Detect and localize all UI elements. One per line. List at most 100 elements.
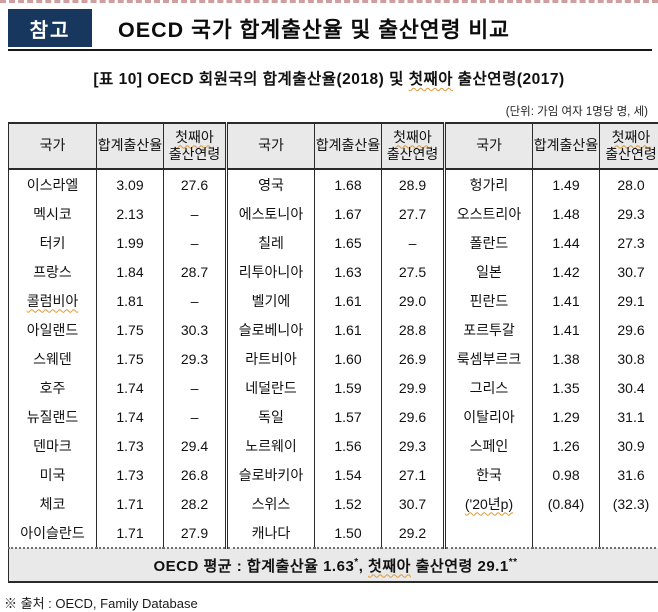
country-cell: 노르웨이 xyxy=(227,431,315,460)
tfr-cell: 1.60 xyxy=(315,344,382,373)
age-cell: 29.9 xyxy=(382,373,445,402)
tfr-cell: 1.75 xyxy=(97,315,164,344)
col-header-age-line1: 첫째아 xyxy=(175,129,214,145)
tfr-cell: 1.57 xyxy=(315,402,382,431)
tfr-cell: 1.52 xyxy=(315,489,382,518)
age-cell: 30.7 xyxy=(382,489,445,518)
col-header-country: 국가 xyxy=(227,123,315,169)
age-cell: – xyxy=(164,402,227,431)
country-cell: 오스트리아 xyxy=(445,199,533,228)
table-footer: OECD 평균 : 합계출산율 1.63*, 첫째아 출산연령 29.1** xyxy=(9,548,658,582)
country-cell: 이스라엘 xyxy=(9,169,97,199)
tfr-cell: 1.68 xyxy=(315,169,382,199)
age-cell: 29.6 xyxy=(600,315,658,344)
tfr-cell: 3.09 xyxy=(97,169,164,199)
country-cell: 슬로바키아 xyxy=(227,460,315,489)
age-cell: 27.7 xyxy=(382,199,445,228)
age-cell: 26.9 xyxy=(382,344,445,373)
country-cell: 한국 xyxy=(445,460,533,489)
tfr-cell: 1.42 xyxy=(533,257,600,286)
age-cell: 28.2 xyxy=(164,489,227,518)
tfr-cell: 0.98 xyxy=(533,460,600,489)
tfr-cell: 1.44 xyxy=(533,228,600,257)
country-cell: ('20년p) xyxy=(445,489,533,518)
oecd-average-row: OECD 평균 : 합계출산율 1.63*, 첫째아 출산연령 29.1** xyxy=(9,548,658,582)
tfr-cell: 1.71 xyxy=(97,518,164,548)
country-cell: 프랑스 xyxy=(9,257,97,286)
tfr-cell: 1.81 xyxy=(97,286,164,315)
tfr-cell: 1.84 xyxy=(97,257,164,286)
oecd-average-cell: OECD 평균 : 합계출산율 1.63*, 첫째아 출산연령 29.1** xyxy=(9,548,658,582)
tfr-cell: 1.73 xyxy=(97,431,164,460)
country-cell: 포르투갈 xyxy=(445,315,533,344)
col-header-tfr: 합계출산율 xyxy=(97,123,164,169)
country-cell: 폴란드 xyxy=(445,228,533,257)
country-cell: 영국 xyxy=(227,169,315,199)
country-cell: 콜럼비아 xyxy=(9,286,97,315)
age-cell: 28.9 xyxy=(382,169,445,199)
age-cell: 31.6 xyxy=(600,460,658,489)
age-cell: 29.4 xyxy=(164,431,227,460)
country-cell: 리투아니아 xyxy=(227,257,315,286)
country-cell: 독일 xyxy=(227,402,315,431)
country-cell: 벨기에 xyxy=(227,286,315,315)
country-cell: 핀란드 xyxy=(445,286,533,315)
caption-suffix: 출산연령(2017) xyxy=(453,71,565,88)
tfr-cell: 1.67 xyxy=(315,199,382,228)
age-cell: 29.6 xyxy=(382,402,445,431)
age-cell: 29.3 xyxy=(600,199,658,228)
age-cell: 29.2 xyxy=(382,518,445,548)
squiggle-text: 콜럼비아 xyxy=(27,293,79,309)
country-cell: 헝가리 xyxy=(445,169,533,199)
age-cell: – xyxy=(382,228,445,257)
tfr-cell: 1.63 xyxy=(315,257,382,286)
country-cell: 체코 xyxy=(9,489,97,518)
age-cell: 28.8 xyxy=(382,315,445,344)
country-cell: 칠레 xyxy=(227,228,315,257)
col-header-age-line1: 첫째아 xyxy=(393,129,432,145)
tfr-cell: 2.13 xyxy=(97,199,164,228)
col-header-country: 국가 xyxy=(445,123,533,169)
age-cell: 27.9 xyxy=(164,518,227,548)
page-title: OECD 국가 합계출산율 및 출산연령 비교 xyxy=(92,9,510,47)
age-cell: 30.9 xyxy=(600,431,658,460)
country-cell: 아일랜드 xyxy=(9,315,97,344)
tfr-cell: 1.75 xyxy=(97,344,164,373)
age-cell: – xyxy=(164,286,227,315)
age-cell: (32.3) xyxy=(600,489,658,518)
age-cell: 28.7 xyxy=(164,257,227,286)
country-cell: 터키 xyxy=(9,228,97,257)
page-top-dashed-divider xyxy=(0,0,658,3)
country-cell: 스위스 xyxy=(227,489,315,518)
tfr-cell: 1.50 xyxy=(315,518,382,548)
country-cell: 에스토니아 xyxy=(227,199,315,228)
age-cell: 29.3 xyxy=(382,431,445,460)
country-cell: 호주 xyxy=(9,373,97,402)
country-cell xyxy=(445,518,533,548)
caption-squiggle-word: 첫째아 xyxy=(409,71,453,88)
country-cell: 아이슬란드 xyxy=(9,518,97,548)
tfr-cell: 1.41 xyxy=(533,315,600,344)
age-cell: 27.1 xyxy=(382,460,445,489)
age-cell: 29.3 xyxy=(164,344,227,373)
country-cell: 라트비아 xyxy=(227,344,315,373)
col-header-age-line1: 첫째아 xyxy=(612,129,651,145)
tfr-cell: 1.74 xyxy=(97,402,164,431)
tfr-cell: 1.41 xyxy=(533,286,600,315)
country-cell: 이탈리아 xyxy=(445,402,533,431)
tfr-cell: 1.54 xyxy=(315,460,382,489)
tfr-cell: 1.56 xyxy=(315,431,382,460)
